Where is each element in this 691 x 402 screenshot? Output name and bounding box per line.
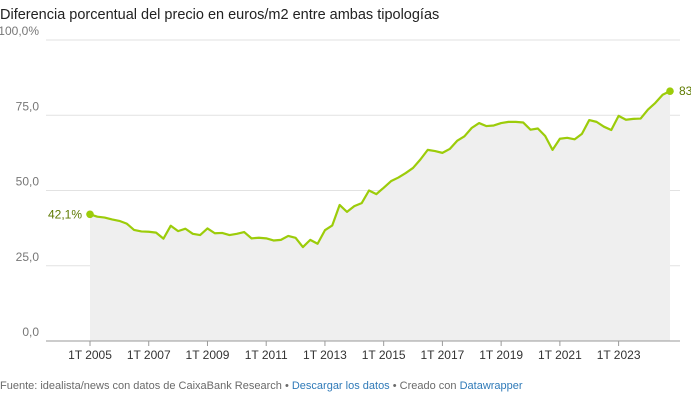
- x-tick-label: 1T 2021: [538, 348, 582, 362]
- x-tick-label: 1T 2019: [479, 348, 523, 362]
- x-tick-label: 1T 2005: [68, 348, 112, 362]
- start-point: [86, 210, 94, 219]
- series-line-layer: [89, 90, 671, 249]
- end-value-label: 83: [679, 84, 691, 98]
- end-point: [666, 87, 674, 95]
- axes: 0,0 25,0 50,0 75,0 100,0% 1T 2005 1T 2007 1T 20…: [0, 24, 680, 362]
- y-tick-label: 100,0%: [0, 24, 39, 38]
- y-tick-label: 75,0: [16, 99, 40, 113]
- x-tick-label: 1T 2011: [245, 348, 288, 362]
- x-tick-label: 1T 2015: [362, 348, 406, 362]
- start-value-label: 42,1%: [48, 207, 82, 221]
- created-with-text: Creado con: [399, 380, 457, 392]
- footer-separator-2: •: [389, 380, 400, 392]
- x-tick-label: 1T 2007: [127, 348, 171, 362]
- x-tick-label: 1T 2013: [303, 348, 347, 362]
- x-tick-label: 1T 2017: [420, 348, 464, 362]
- y-tick-label: 25,0: [16, 250, 40, 264]
- footer-separator: •: [281, 380, 292, 392]
- area-fill-path: [90, 91, 670, 341]
- chart-title: Diferencia porcentual del precio en euro…: [0, 7, 440, 23]
- y-tick-label: 0,0: [22, 325, 39, 339]
- area-fill: [90, 91, 670, 341]
- y-tick-label: 50,0: [16, 175, 40, 189]
- source-note: Fuente: idealista/news con datos de Caix…: [0, 380, 282, 392]
- download-data-link[interactable]: Descargar los datos: [291, 380, 390, 392]
- series-line: [89, 90, 671, 249]
- x-tick-label: 1T 2009: [186, 348, 230, 362]
- labels: 42,1% 83: [48, 84, 691, 221]
- chart-footer: Fuente: idealista/news con datos de Caix…: [0, 380, 523, 392]
- datawrapper-link[interactable]: Datawrapper: [459, 380, 523, 392]
- x-tick-label: 1T 2023: [597, 348, 641, 362]
